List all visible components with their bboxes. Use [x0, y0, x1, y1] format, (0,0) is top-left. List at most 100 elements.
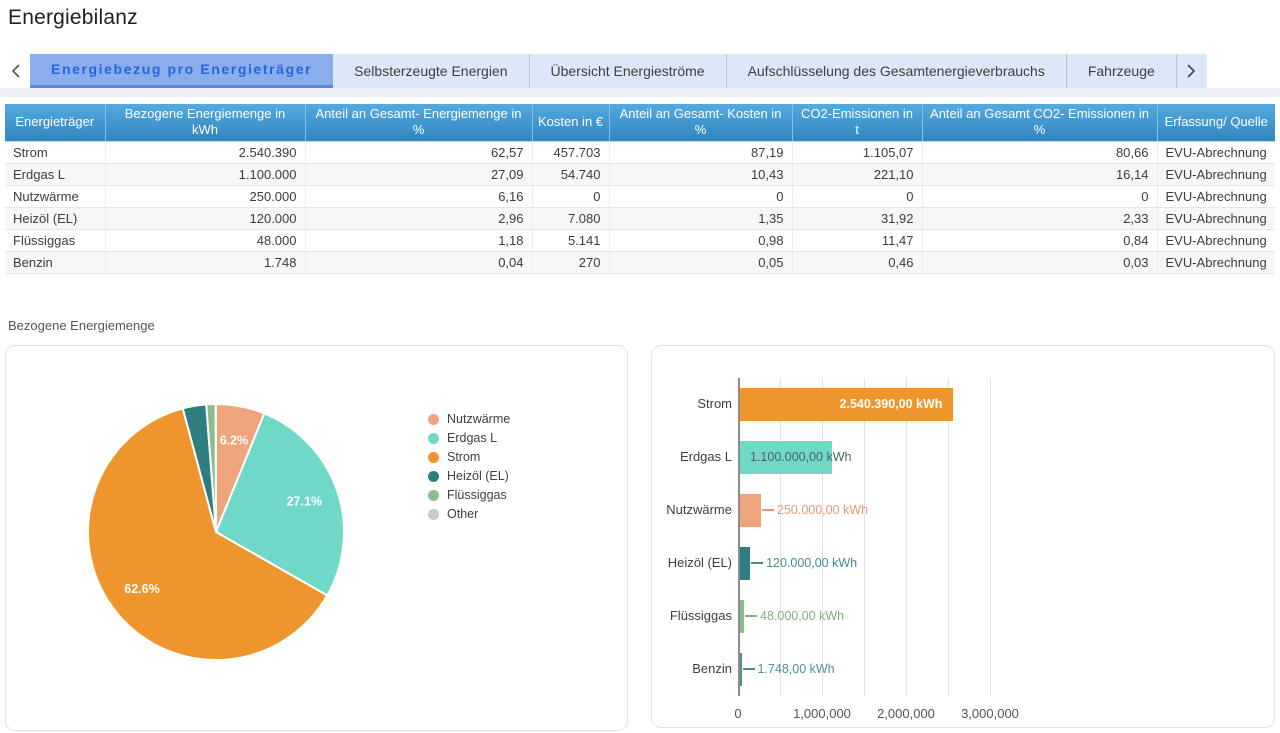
table-row: Heizöl (EL)120.0002,967.0801,3531,922,33…	[5, 207, 1275, 229]
legend-item[interactable]: Erdgas L	[428, 429, 510, 448]
tab-energiebezug-pro-energietraeger[interactable]: Energiebezug pro Energieträger	[30, 54, 333, 88]
legend-item[interactable]: Strom	[428, 448, 510, 467]
table-cell: 0,84	[922, 229, 1157, 251]
column-header: Energieträger	[5, 104, 105, 141]
tab-selbsterzeugte-energien[interactable]: Selbsterzeugte Energien	[333, 54, 529, 88]
column-header: Bezogene Energiemenge in kWh	[105, 104, 305, 141]
column-header: Anteil an Gesamt- Energiemenge in %	[305, 104, 532, 141]
gridline	[822, 378, 823, 696]
gridline	[948, 378, 949, 696]
bar-category-label: Strom	[652, 396, 732, 412]
pie-chart-card: 6.2%27.1%62.6% NutzwärmeErdgas LStromHei…	[5, 345, 628, 731]
table-cell: EVU-Abrechnung	[1157, 185, 1275, 207]
bar-category-label: Erdgas L	[652, 449, 732, 465]
column-header: Anteil an Gesamt CO2- Emissionen in %	[922, 104, 1157, 141]
bar-chart-card: Strom 2.540.390,00 kWh Erdgas L 1.100.000,0…	[651, 345, 1275, 728]
legend-label: Heizöl (EL)	[447, 469, 509, 483]
pie-slice-label: 62.6%	[124, 582, 159, 596]
table-row: Erdgas L1.100.00027,0954.74010,43221,101…	[5, 163, 1275, 185]
table-cell: 1,35	[609, 207, 792, 229]
bar[interactable]	[740, 547, 750, 580]
table-cell: 0	[532, 185, 609, 207]
tab-aufschluesselung-gesamtenergieverbrauch[interactable]: Aufschlüsselung des Gesamtenergieverbrau…	[727, 54, 1067, 88]
tab-bar: Energiebezug pro Energieträger Selbsterz…	[0, 54, 1280, 88]
bar[interactable]	[740, 494, 761, 527]
bar[interactable]	[740, 600, 744, 633]
tab-fahrzeuge[interactable]: Fahrzeuge	[1067, 54, 1177, 88]
tabbar-underline	[0, 88, 1280, 97]
table-cell: Erdgas L	[5, 163, 105, 185]
table-cell: 2.540.390	[105, 141, 305, 163]
tab-uebersicht-energiestroeme[interactable]: Übersicht Energieströme	[530, 54, 727, 88]
legend-item[interactable]: Heizöl (EL)	[428, 467, 510, 486]
table-cell: 0	[609, 185, 792, 207]
table-cell: 7.080	[532, 207, 609, 229]
table-cell: 31,92	[792, 207, 922, 229]
column-header: Anteil an Gesamt- Kosten in %	[609, 104, 792, 141]
legend-color-dot-icon	[428, 471, 439, 482]
table-cell: 250.000	[105, 185, 305, 207]
legend-color-dot-icon	[428, 414, 439, 425]
x-axis-tick-label: 3,000,000	[961, 706, 1019, 721]
section-title: Bezogene Energiemenge	[8, 318, 1280, 333]
column-header: CO2-Emissionen in t	[792, 104, 922, 141]
table-cell: Nutzwärme	[5, 185, 105, 207]
y-axis-line	[738, 378, 740, 696]
table-cell: 0	[792, 185, 922, 207]
bar-value-label: 1.100.000,00 kWh	[750, 449, 851, 465]
legend-item[interactable]: Nutzwärme	[428, 410, 510, 429]
bar[interactable]	[740, 653, 742, 686]
legend-color-dot-icon	[428, 452, 439, 463]
x-axis-tick-label: 1,000,000	[793, 706, 851, 721]
bar-chart: Strom 2.540.390,00 kWh Erdgas L 1.100.000,0…	[652, 346, 1274, 727]
column-header: Kosten in €	[532, 104, 609, 141]
table-cell: 1.105,07	[792, 141, 922, 163]
pie-legend: NutzwärmeErdgas L Strom Heizöl (EL) Flüssig…	[428, 410, 510, 524]
legend-label: Other	[447, 507, 478, 521]
table-cell: 0,46	[792, 251, 922, 273]
table-cell: 11,47	[792, 229, 922, 251]
table-cell: EVU-Abrechnung	[1157, 141, 1275, 163]
bar-value-label: 1.748,00 kWh	[758, 661, 835, 677]
x-axis-tick-label: 0	[734, 706, 741, 721]
bar-category-label: Benzin	[652, 661, 732, 677]
table-cell: 0,04	[305, 251, 532, 273]
table-cell: 62,57	[305, 141, 532, 163]
table-cell: Heizöl (EL)	[5, 207, 105, 229]
table-cell: 87,19	[609, 141, 792, 163]
chevron-right-icon	[1187, 64, 1196, 78]
bar-value-label: 48.000,00 kWh	[760, 608, 844, 624]
table-cell: 0,05	[609, 251, 792, 273]
table-cell: 5.141	[532, 229, 609, 251]
table-row: Flüssiggas48.0001,185.1410,9811,470,84EV…	[5, 229, 1275, 251]
bar-value-label: 2.540.390,00 kWh	[840, 396, 943, 412]
bar-label-leader-line	[762, 509, 774, 511]
table-cell: 80,66	[922, 141, 1157, 163]
page-title: Energiebilanz	[8, 6, 1280, 30]
energy-table: EnergieträgerBezogene Energiemenge in kW…	[5, 104, 1275, 274]
table-cell: 1.100.000	[105, 163, 305, 185]
table-cell: 27,09	[305, 163, 532, 185]
gridline	[906, 378, 907, 696]
legend-color-dot-icon	[428, 509, 439, 520]
pie-slice-label: 27.1%	[287, 494, 322, 508]
table-cell: 2,96	[305, 207, 532, 229]
table-cell: EVU-Abrechnung	[1157, 207, 1275, 229]
legend-item[interactable]: Flüssiggas	[428, 486, 510, 505]
table-cell: EVU-Abrechnung	[1157, 229, 1275, 251]
table-cell: 54.740	[532, 163, 609, 185]
tabs-scroll-left-button[interactable]	[0, 54, 30, 88]
table-cell: 1,18	[305, 229, 532, 251]
bar-category-label: Nutzwärme	[652, 502, 732, 518]
legend-color-dot-icon	[428, 433, 439, 444]
tabs-scroll-right-button[interactable]	[1177, 54, 1207, 88]
legend-item[interactable]: Other	[428, 505, 510, 524]
gridline	[780, 378, 781, 696]
table-cell: 221,10	[792, 163, 922, 185]
table-cell: 10,43	[609, 163, 792, 185]
table-cell: Flüssiggas	[5, 229, 105, 251]
table-cell: 1.748	[105, 251, 305, 273]
table-cell: Benzin	[5, 251, 105, 273]
legend-label: Strom	[447, 450, 480, 464]
bar-label-leader-line	[751, 562, 763, 564]
